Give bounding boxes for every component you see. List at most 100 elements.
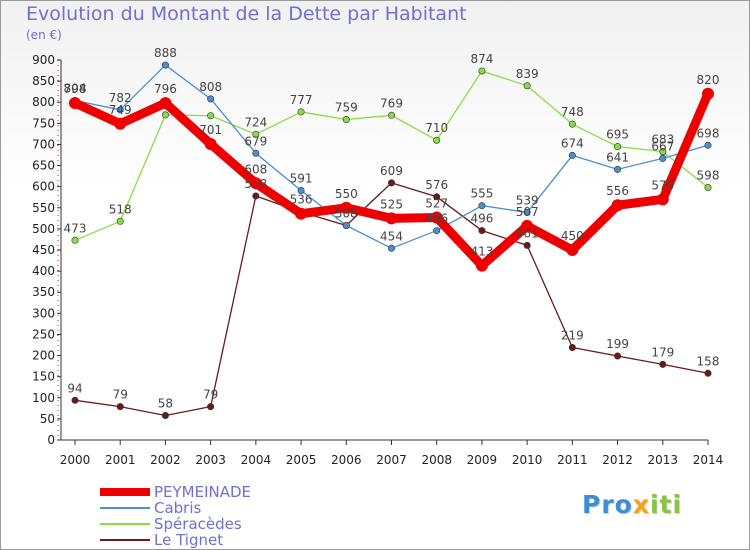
data-label: 473 [64, 221, 87, 235]
data-point [387, 179, 395, 187]
data-label: 777 [290, 93, 313, 107]
y-tick-label: 0 [47, 433, 55, 447]
data-label: 570 [651, 178, 674, 192]
data-label: 888 [154, 46, 177, 60]
data-point [478, 227, 486, 235]
y-tick-label: 900 [32, 53, 55, 67]
data-point [71, 236, 79, 244]
data-point [568, 151, 576, 159]
data-point [159, 97, 172, 110]
chart-unit: (en €) [26, 28, 62, 42]
y-tick-label: 100 [32, 391, 55, 405]
y-tick-label: 450 [32, 243, 55, 257]
data-point [116, 217, 124, 225]
data-point [387, 244, 395, 252]
data-point [704, 184, 712, 192]
data-label: 724 [244, 115, 267, 129]
line-chart: 0 50 100 150 200 250 300 350 400 450 500 550 600 650 7… [32, 46, 723, 467]
data-point [430, 211, 443, 224]
data-point [611, 199, 624, 212]
data-label: 550 [335, 187, 358, 201]
data-point [614, 143, 622, 151]
data-point [342, 222, 350, 230]
data-point [478, 67, 486, 75]
data-point [475, 259, 488, 272]
data-point [659, 154, 667, 162]
data-point [207, 95, 215, 103]
data-point [387, 111, 395, 119]
data-point [252, 149, 260, 157]
x-tick-label: 2011 [557, 453, 588, 467]
data-point [207, 403, 215, 411]
data-label: 450 [561, 229, 584, 243]
legend-label: Cabris [154, 499, 202, 517]
x-tick-label: 2006 [331, 453, 362, 467]
data-point [656, 193, 669, 206]
data-point [207, 112, 215, 120]
data-label: 461 [516, 226, 539, 240]
data-point [523, 82, 531, 90]
data-label: 839 [516, 67, 539, 81]
data-label: 79 [203, 388, 218, 402]
data-point [252, 130, 260, 138]
x-tick-label: 2000 [60, 453, 91, 467]
data-point [116, 403, 124, 411]
x-tick-label: 2005 [286, 453, 317, 467]
data-point [433, 136, 441, 144]
y-tick-label: 650 [32, 159, 55, 173]
data-point [659, 360, 667, 368]
data-label: 674 [561, 136, 584, 150]
y-tick-label: 400 [32, 264, 55, 278]
y-tick-label: 800 [32, 95, 55, 109]
data-label: 748 [561, 105, 584, 119]
data-point [568, 120, 576, 128]
data-point [297, 108, 305, 116]
y-tick-label: 600 [32, 180, 55, 194]
data-label: 769 [380, 96, 403, 110]
data-label: 158 [697, 354, 720, 368]
data-label: 555 [470, 187, 493, 201]
data-label: 679 [244, 134, 267, 148]
data-label: 536 [290, 193, 313, 207]
x-tick-label: 2008 [421, 453, 452, 467]
x-tick-label: 2013 [648, 453, 679, 467]
data-point [433, 193, 441, 201]
data-label: 608 [244, 162, 267, 176]
data-label: 413 [470, 245, 493, 259]
data-point [478, 202, 486, 210]
data-label: 749 [109, 103, 132, 117]
data-label: 804 [64, 82, 87, 96]
data-point [116, 106, 124, 114]
y-tick-label: 200 [32, 349, 55, 363]
data-label: 496 [470, 212, 493, 226]
data-label: 508 [335, 207, 358, 221]
data-label: 710 [425, 121, 448, 135]
logo-text-3: iti [649, 490, 683, 519]
data-label: 79 [113, 388, 128, 402]
data-label: 695 [606, 128, 629, 142]
y-tick-label: 250 [32, 327, 55, 341]
data-label: 609 [380, 164, 403, 178]
data-label: 782 [109, 91, 132, 105]
data-label: 759 [335, 101, 358, 115]
data-label: 219 [561, 329, 584, 343]
y-tick-label: 350 [32, 285, 55, 299]
x-tick-label: 2007 [376, 453, 407, 467]
data-point [161, 111, 169, 119]
y-tick-label: 50 [40, 412, 55, 426]
data-point [614, 352, 622, 360]
legend-label: Le Tignet [154, 531, 224, 549]
data-point [340, 201, 353, 214]
data-label: 698 [697, 126, 720, 140]
legend-label: PEYMEINADE [154, 483, 252, 501]
data-label: 94 [67, 381, 82, 395]
proxiti-logo: Proxiti [582, 490, 682, 519]
data-label: 701 [199, 123, 222, 137]
logo-text-1: Pro [582, 490, 633, 519]
legend-swatch [100, 488, 150, 496]
data-point [433, 227, 441, 235]
data-label: 578 [244, 177, 267, 191]
y-tick-label: 550 [32, 201, 55, 215]
data-label: 808 [199, 80, 222, 94]
data-point [69, 97, 81, 110]
